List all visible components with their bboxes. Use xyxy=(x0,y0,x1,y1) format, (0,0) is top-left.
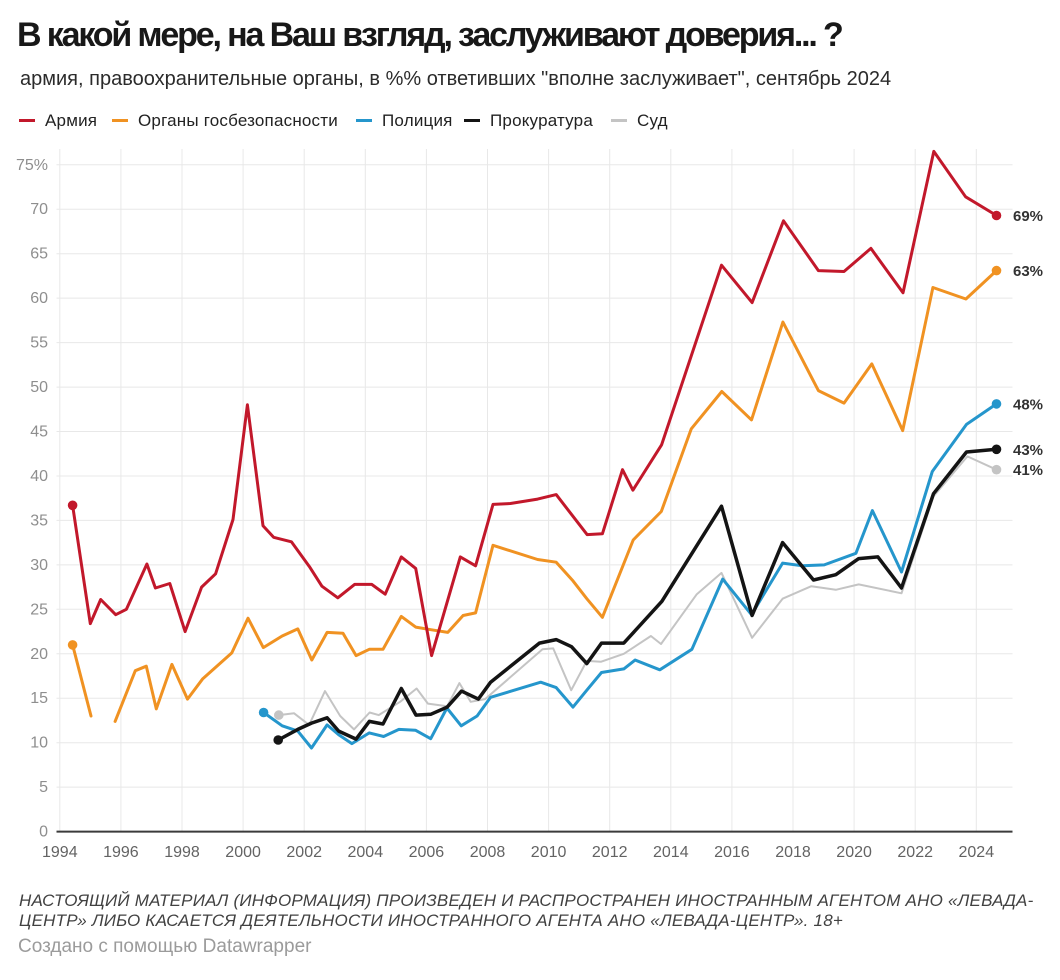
svg-text:15: 15 xyxy=(30,690,48,707)
svg-text:30: 30 xyxy=(30,557,48,574)
svg-text:2004: 2004 xyxy=(348,844,384,861)
svg-text:20: 20 xyxy=(30,646,48,663)
svg-text:2010: 2010 xyxy=(531,844,567,861)
svg-text:2000: 2000 xyxy=(225,844,261,861)
svg-text:1998: 1998 xyxy=(164,844,200,861)
svg-text:35: 35 xyxy=(30,512,48,529)
svg-text:65: 65 xyxy=(30,246,48,263)
svg-text:75%: 75% xyxy=(16,157,48,174)
svg-text:2014: 2014 xyxy=(653,844,689,861)
svg-text:2022: 2022 xyxy=(897,844,933,861)
svg-text:70: 70 xyxy=(30,201,48,218)
svg-text:2012: 2012 xyxy=(592,844,628,861)
svg-text:5: 5 xyxy=(39,779,48,796)
svg-text:60: 60 xyxy=(30,290,48,307)
svg-text:63%: 63% xyxy=(1013,263,1043,280)
svg-text:25: 25 xyxy=(30,601,48,618)
svg-text:2002: 2002 xyxy=(286,844,322,861)
svg-text:55: 55 xyxy=(30,335,48,352)
svg-text:48%: 48% xyxy=(1013,396,1043,413)
svg-text:1994: 1994 xyxy=(42,844,78,861)
svg-text:2020: 2020 xyxy=(836,844,872,861)
svg-text:2008: 2008 xyxy=(470,844,506,861)
svg-text:45: 45 xyxy=(30,424,48,441)
svg-text:2006: 2006 xyxy=(409,844,445,861)
svg-text:50: 50 xyxy=(30,379,48,396)
svg-text:41%: 41% xyxy=(1013,462,1043,479)
svg-text:40: 40 xyxy=(30,468,48,485)
svg-text:1996: 1996 xyxy=(103,844,139,861)
svg-text:0: 0 xyxy=(39,824,48,841)
svg-text:2024: 2024 xyxy=(959,844,995,861)
svg-text:10: 10 xyxy=(30,735,48,752)
svg-text:2018: 2018 xyxy=(775,844,811,861)
svg-text:69%: 69% xyxy=(1013,208,1043,225)
svg-text:2016: 2016 xyxy=(714,844,750,861)
svg-text:43%: 43% xyxy=(1013,442,1043,459)
